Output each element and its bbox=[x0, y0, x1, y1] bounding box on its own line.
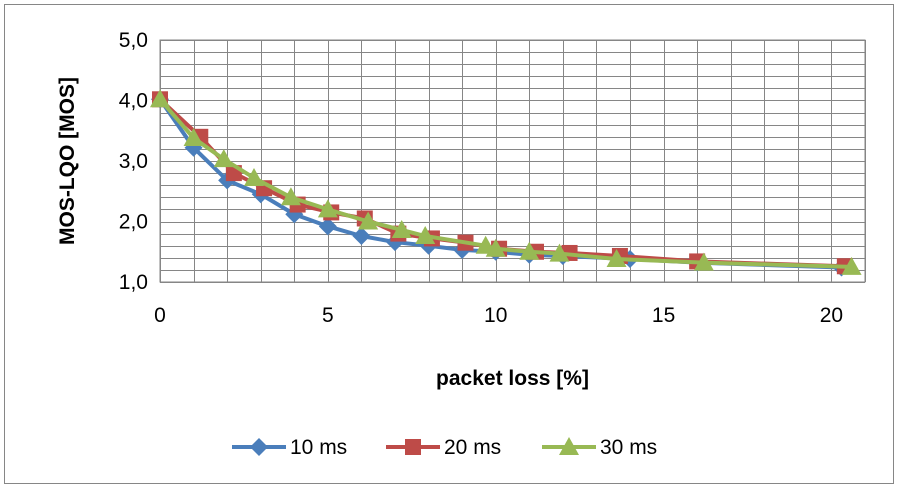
series-line bbox=[158, 97, 852, 269]
data-point bbox=[485, 238, 506, 257]
x-tick-label: 10 bbox=[484, 304, 507, 327]
data-point bbox=[391, 219, 412, 238]
data-point bbox=[415, 226, 436, 245]
data-point bbox=[841, 256, 862, 275]
y-tick-label: 5,0 bbox=[119, 29, 148, 52]
tick-labels: 1,0 2,0 3,0 4,0 5,0 0 5 10 15 20 bbox=[119, 29, 843, 327]
y-axis-title: MOS-LQO [MOS] bbox=[56, 77, 79, 245]
y-tick-label: 2,0 bbox=[119, 211, 148, 234]
data-point bbox=[213, 149, 234, 168]
x-tick-label: 0 bbox=[154, 304, 166, 327]
y-tick-label: 3,0 bbox=[119, 150, 148, 173]
x-tick-label: 15 bbox=[652, 304, 675, 327]
grid-lines bbox=[159, 39, 866, 283]
data-point bbox=[358, 211, 379, 230]
data-point bbox=[244, 167, 264, 186]
legend-label: 20 ms bbox=[444, 436, 501, 459]
x-tick-label: 20 bbox=[820, 304, 843, 327]
data-point bbox=[318, 217, 337, 236]
legend-marker bbox=[559, 437, 579, 455]
legend-marker bbox=[250, 438, 268, 456]
data-point bbox=[317, 199, 338, 218]
data-point bbox=[519, 241, 540, 260]
x-axis-title: packet loss [%] bbox=[436, 367, 589, 390]
legend-label: 10 ms bbox=[290, 436, 347, 459]
legend-marker bbox=[405, 439, 421, 455]
x-tick-label: 5 bbox=[322, 304, 334, 327]
data-point bbox=[352, 227, 371, 246]
data-point bbox=[693, 252, 714, 271]
legend-label: 30 ms bbox=[600, 436, 657, 459]
series-30-ms bbox=[150, 89, 862, 275]
y-tick-label: 4,0 bbox=[119, 90, 148, 113]
y-tick-label: 1,0 bbox=[119, 271, 148, 294]
data-point bbox=[549, 243, 570, 262]
series-layer bbox=[150, 89, 862, 277]
data-point bbox=[280, 187, 301, 206]
legend: 10 ms 20 ms 30 ms bbox=[232, 436, 657, 459]
data-point bbox=[150, 89, 170, 108]
data-point bbox=[183, 128, 204, 147]
data-point bbox=[606, 249, 627, 268]
